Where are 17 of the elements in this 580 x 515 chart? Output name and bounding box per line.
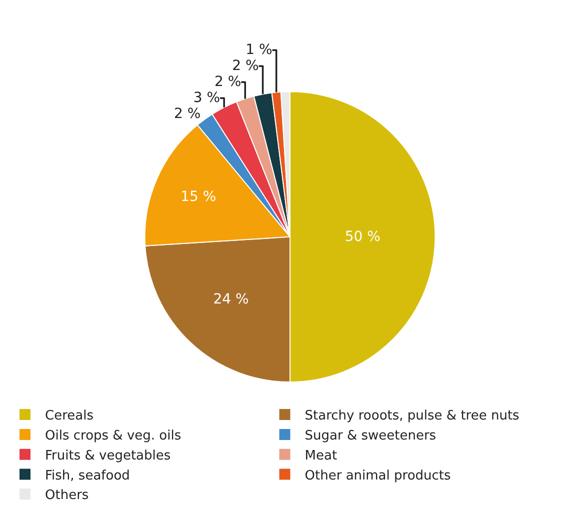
legend-label: Sugar & sweeteners (304, 428, 436, 444)
legend-label: Other animal products (304, 468, 452, 484)
legend-label: Cereals (45, 408, 94, 424)
data-label: 2 % (214, 74, 242, 90)
legend-label: Starchy rooots, pulse & tree nuts (304, 408, 520, 424)
legend-label: Oils crops & veg. oils (45, 428, 182, 444)
data-label: 1 % (246, 42, 272, 58)
data-label: 24 % (213, 292, 249, 308)
legend-label: Fruits & vegetables (45, 448, 171, 464)
data-label: 50 % (344, 228, 380, 245)
data-label: 15 % (180, 189, 216, 206)
data-label: 2 % (232, 58, 259, 74)
legend-label: Fish, seafood (45, 468, 130, 484)
legend-label: Others (45, 488, 89, 504)
data-label: 3 % (193, 90, 220, 106)
data-label: 2 % (174, 106, 201, 122)
legend-label: Meat (304, 448, 338, 464)
